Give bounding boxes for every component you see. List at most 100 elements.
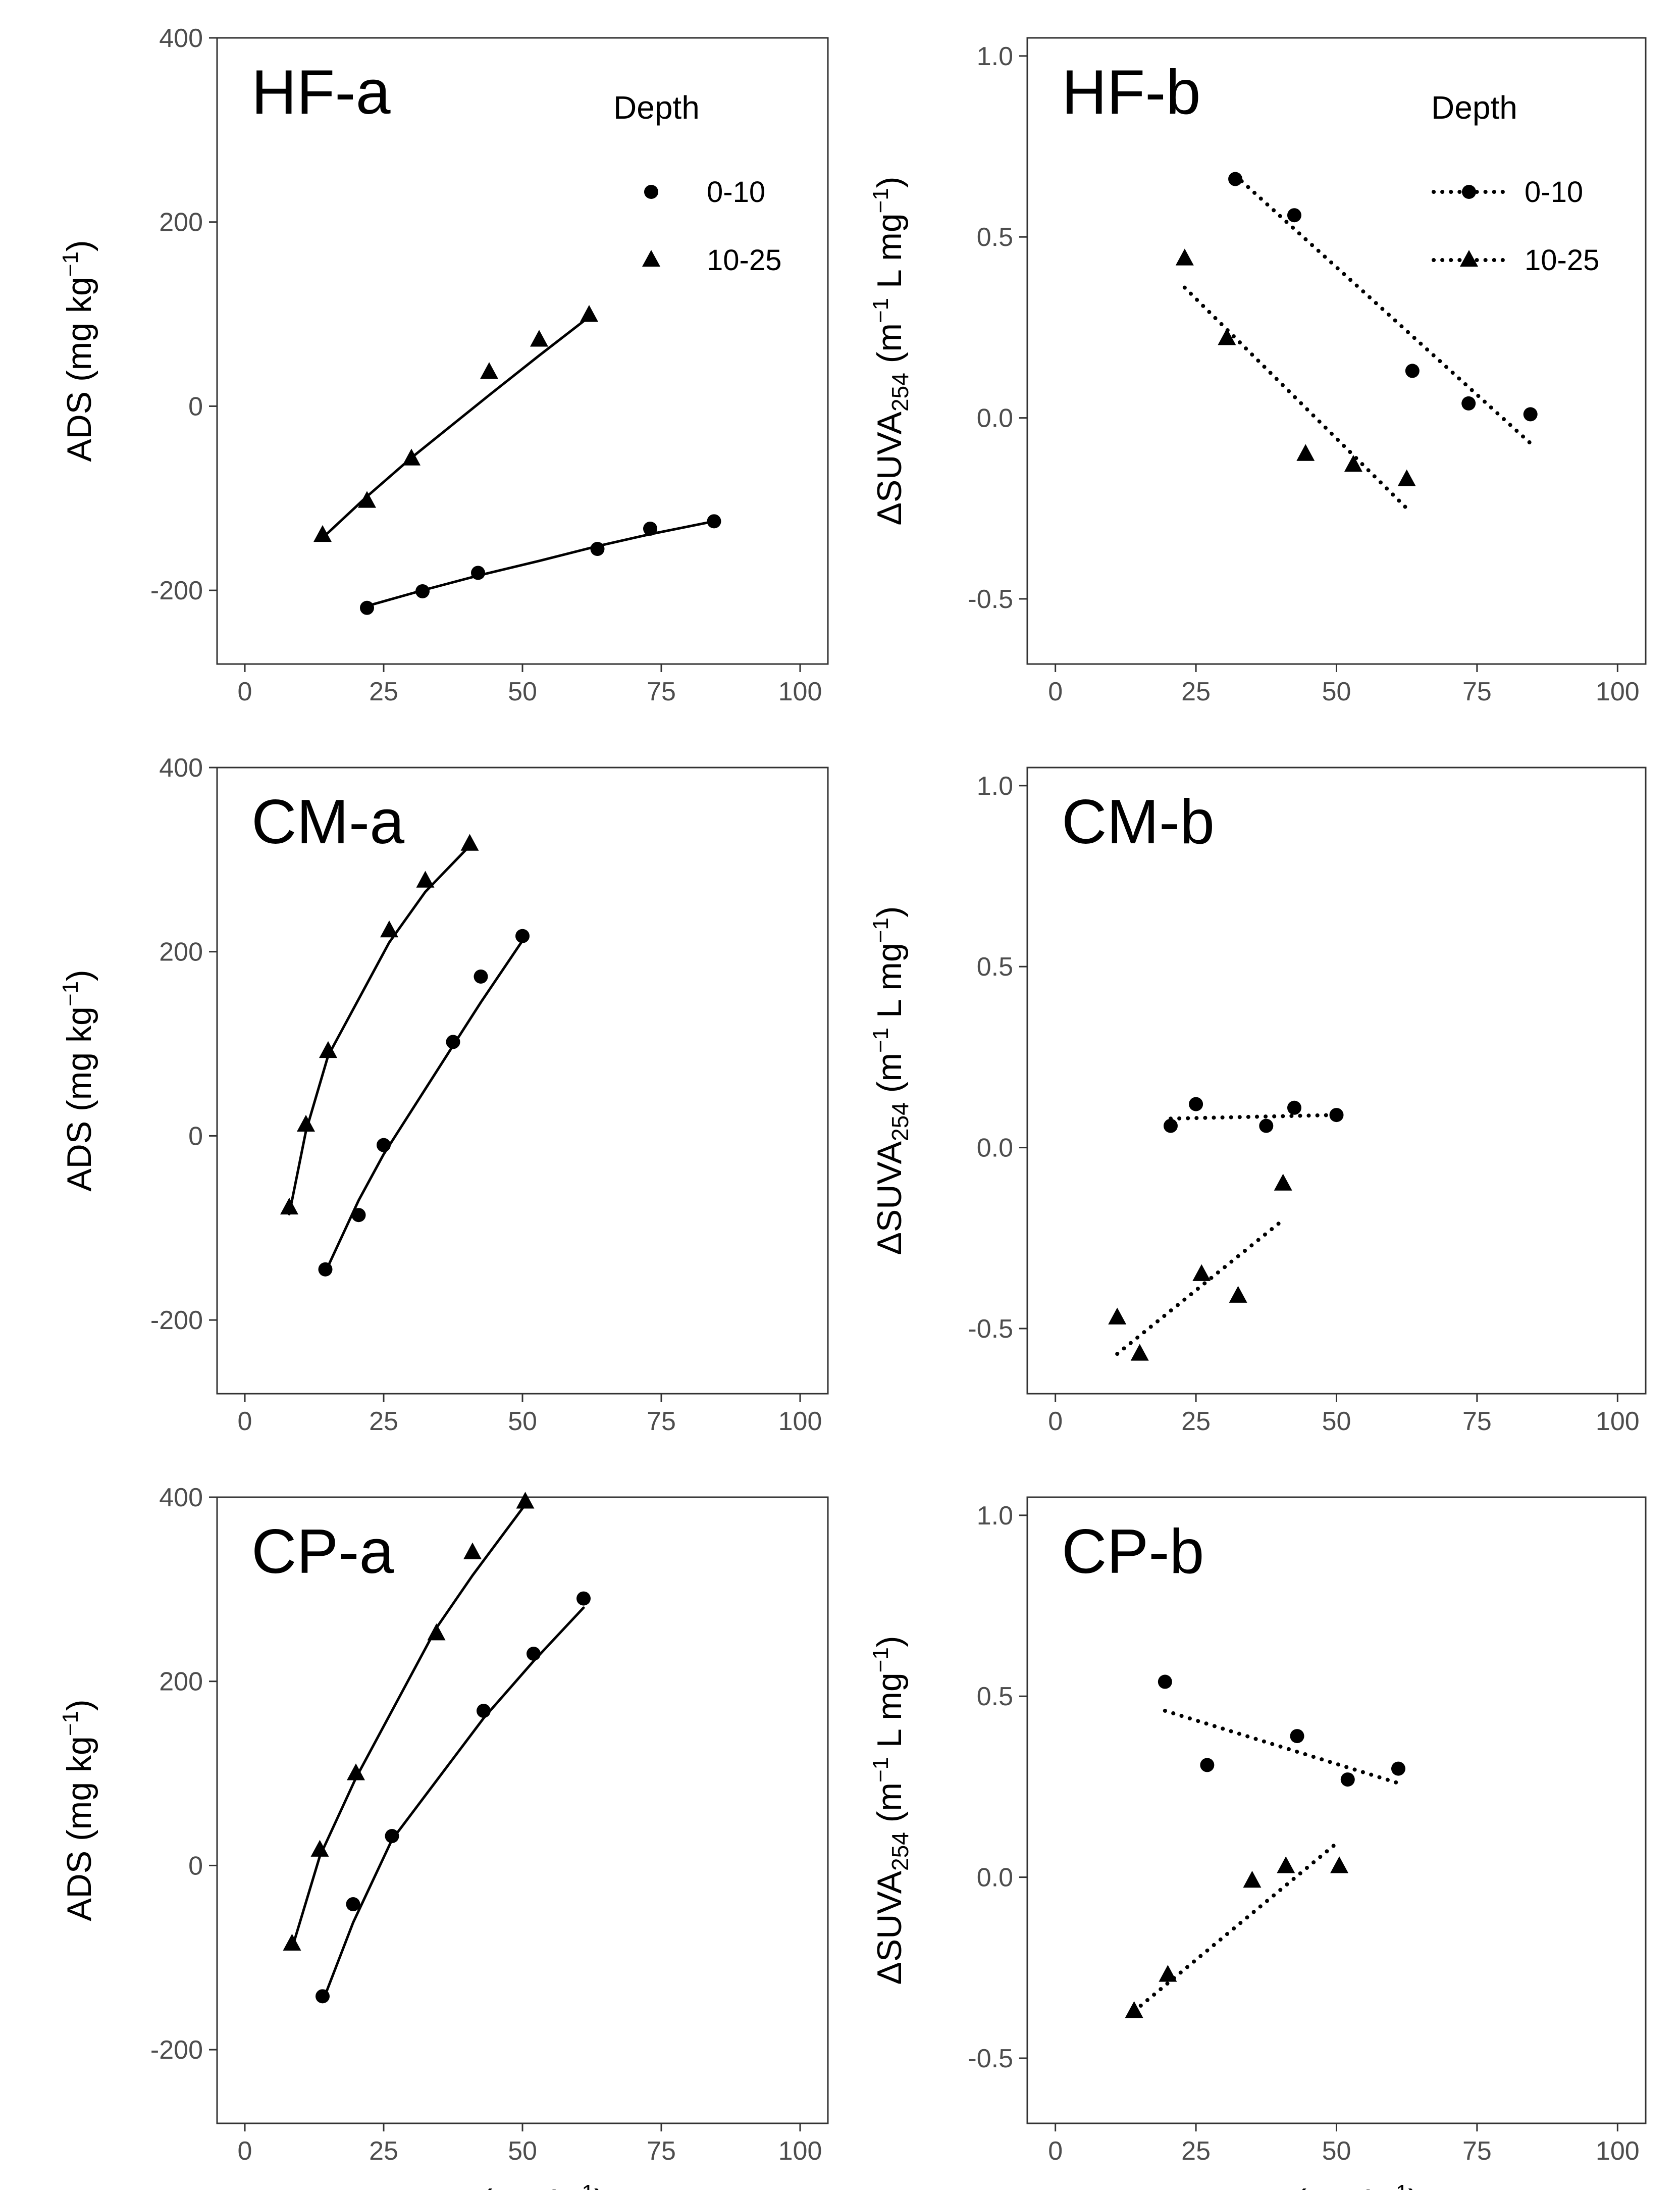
series-0-10	[316, 1591, 591, 2004]
data-point	[1340, 1772, 1355, 1787]
fit-line	[288, 844, 471, 1215]
legend-title: Depth	[1431, 89, 1517, 126]
data-point	[1243, 1870, 1262, 1888]
data-point	[1461, 396, 1476, 411]
plot-frame	[1026, 767, 1647, 1395]
x-tick-label: 50	[1322, 2136, 1351, 2166]
panel-title: CP-a	[251, 1517, 394, 1587]
y-tick-label: 0.0	[977, 404, 1013, 433]
legend-key-marker	[642, 250, 660, 267]
data-point	[416, 871, 435, 888]
data-point	[1189, 1097, 1203, 1111]
x-tick-label: 0	[1048, 1407, 1063, 1436]
data-point	[643, 521, 657, 536]
x-tick-label: 50	[508, 677, 537, 706]
y-axis-title: ADS (mg kg−1)	[58, 240, 98, 462]
data-point	[471, 566, 485, 580]
x-tick-label: 0	[1048, 2136, 1063, 2166]
panel-cm-a: 0 25 50 75 100 -200 0 200 400 ADS (mg kg−1) CM-a	[58, 753, 829, 1436]
data-point	[1218, 328, 1236, 345]
data-point	[1228, 172, 1243, 186]
data-point	[1344, 454, 1362, 472]
data-point	[1287, 208, 1301, 223]
x-tick-label: 25	[369, 2136, 398, 2166]
data-point	[316, 1989, 330, 2004]
series-10-25	[280, 834, 479, 1215]
plot-frame	[1026, 37, 1647, 665]
data-point	[1108, 1307, 1127, 1325]
data-point	[1192, 1264, 1211, 1281]
x-axis-title: qe (mg L−1)	[440, 2180, 606, 2190]
data-point	[516, 1492, 535, 1509]
x-tick-label: 75	[1462, 677, 1492, 706]
series-0-10	[360, 514, 721, 615]
y-tick-label: 400	[159, 1483, 203, 1512]
data-point	[351, 1208, 366, 1223]
data-point	[576, 1591, 591, 1606]
fit-line	[321, 1606, 585, 2003]
y-tick-label: -200	[150, 576, 203, 605]
x-tick-label: 100	[778, 677, 822, 706]
data-point	[310, 1840, 329, 1857]
data-point	[313, 525, 332, 542]
data-point	[1125, 2001, 1143, 2018]
data-point	[1397, 469, 1416, 486]
data-point	[477, 1704, 491, 1718]
panel-title: HF-a	[251, 58, 391, 127]
plot-frame	[216, 1496, 829, 2124]
data-point	[283, 1933, 301, 1951]
x-tick-label: 100	[1596, 2136, 1640, 2166]
data-point	[1163, 1118, 1178, 1133]
fit-line	[1163, 1708, 1400, 1786]
data-point	[415, 584, 430, 598]
data-point	[474, 969, 488, 984]
legend-entry-label: 10-25	[1525, 244, 1599, 277]
data-point	[1159, 1965, 1177, 1982]
plot-frame	[216, 767, 829, 1395]
x-tick-label: 75	[647, 677, 676, 706]
y-tick-label: -0.5	[968, 585, 1013, 614]
data-point	[707, 514, 721, 529]
panel-hf-b: 0 25 50 75 100 -0.5 0.0 0.5 1.0 ΔSUVA254 (m−1 L m…	[868, 37, 1647, 706]
y-axis-title: ΔSUVA254 (m−1 L mg−1)	[868, 1636, 913, 1984]
panel-title: HF-b	[1062, 58, 1201, 127]
series-10-25	[283, 1492, 535, 1951]
fit-line	[1132, 1839, 1342, 2013]
x-tick-label: 100	[1596, 677, 1640, 706]
y-tick-label: 0.5	[977, 952, 1013, 982]
x-tick-label: 50	[1322, 677, 1351, 706]
x-tick-label: 25	[1181, 677, 1211, 706]
legend-entry-label: 0-10	[707, 176, 765, 209]
y-axis-title: ADS (mg kg−1)	[58, 970, 98, 1191]
data-point	[1296, 444, 1315, 461]
data-point	[530, 330, 548, 347]
fit-line	[291, 1503, 527, 1950]
plot-frame	[216, 37, 829, 665]
y-tick-label: -0.5	[968, 1314, 1013, 1344]
y-axis-title: ADS (mg kg−1)	[58, 1699, 98, 1921]
x-tick-label: 25	[1181, 2136, 1211, 2166]
data-point	[380, 920, 398, 938]
legend-key-marker	[1460, 250, 1478, 267]
x-tick-label: 50	[508, 1407, 537, 1436]
data-point	[318, 1262, 333, 1277]
data-point	[1229, 1286, 1247, 1303]
data-point	[1391, 1761, 1405, 1776]
y-tick-label: 0.5	[977, 1682, 1013, 1711]
fit-line	[321, 316, 591, 539]
y-tick-label: -0.5	[968, 2044, 1013, 2073]
x-tick-label: 25	[369, 677, 398, 706]
data-point	[385, 1829, 399, 1844]
y-tick-label: 0.0	[977, 1134, 1013, 1163]
y-tick-label: 1.0	[977, 42, 1013, 71]
y-tick-label: 0	[188, 1851, 203, 1880]
fit-line	[1115, 1217, 1285, 1356]
y-tick-label: 0	[188, 1122, 203, 1151]
legend-key-marker	[644, 185, 658, 199]
data-point	[347, 1763, 365, 1780]
data-point	[280, 1197, 298, 1215]
data-point	[1287, 1100, 1301, 1115]
data-point	[1200, 1758, 1215, 1772]
panel-title: CM-b	[1062, 787, 1215, 857]
